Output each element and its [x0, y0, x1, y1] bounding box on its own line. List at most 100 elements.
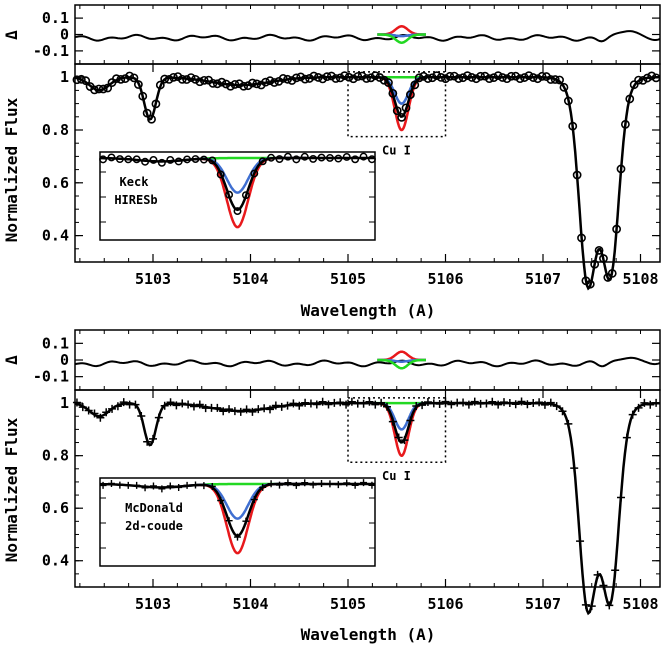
cu-line-label: Cu I — [382, 144, 411, 158]
data-point — [191, 74, 200, 84]
data-point — [617, 493, 625, 502]
x-tick-label: 5103 — [135, 595, 171, 613]
data-point — [254, 405, 263, 414]
inset-data-point — [292, 481, 300, 489]
data-point — [217, 77, 227, 87]
data-point — [620, 119, 630, 129]
delta-tick-label: 0.1 — [42, 9, 69, 27]
data-point — [112, 74, 121, 84]
inset-data-point — [99, 481, 107, 489]
inset-data-point — [276, 481, 284, 489]
inset-data-point — [141, 157, 150, 166]
delta-tick-label: 0 — [60, 26, 69, 44]
data-point — [271, 401, 280, 410]
inset-data-point — [367, 155, 376, 164]
y-axis-label-top: Normalized Flux — [2, 97, 21, 242]
data-point — [540, 400, 549, 409]
data-point — [195, 77, 205, 87]
data-point — [511, 71, 521, 81]
data-point — [628, 410, 637, 419]
inset-frame — [99, 477, 376, 567]
data-point — [537, 71, 547, 81]
data-point — [529, 399, 538, 408]
data-point — [611, 566, 620, 575]
data-point — [283, 74, 292, 84]
data-point — [295, 401, 304, 410]
data-point — [471, 74, 481, 84]
inset-data-point — [233, 207, 242, 216]
inset-data-point — [250, 496, 258, 504]
data-point — [459, 398, 468, 407]
data-point — [449, 71, 459, 81]
data-point — [427, 73, 437, 83]
x-tick-label: 5104 — [232, 270, 268, 288]
data-point — [230, 80, 240, 89]
data-point — [116, 74, 126, 84]
x-axis-label-bottom: Wavelength (A) — [301, 625, 436, 644]
y-tick-label: 0.4 — [42, 227, 69, 245]
data-point — [383, 402, 391, 411]
data-point — [379, 75, 389, 85]
data-point — [484, 74, 494, 83]
data-point — [344, 72, 354, 82]
data-point — [72, 75, 82, 85]
data-point — [572, 170, 582, 180]
data-point — [154, 413, 163, 422]
data-point — [377, 398, 386, 407]
data-point — [523, 400, 532, 409]
data-point — [559, 82, 569, 92]
data-point — [252, 79, 262, 89]
data-point — [400, 436, 409, 445]
data-point — [563, 96, 573, 106]
data-point — [289, 399, 298, 408]
data-point — [149, 434, 157, 443]
inset-data-point — [200, 482, 208, 490]
data-point — [555, 75, 564, 85]
data-point — [388, 88, 398, 98]
data-point — [577, 233, 586, 243]
inset-data-point — [360, 479, 368, 487]
inset-data-point — [351, 481, 359, 489]
inset-data-point — [115, 155, 124, 164]
data-point — [248, 407, 257, 416]
x-tick-label: 5108 — [622, 595, 658, 613]
data-point — [269, 78, 279, 87]
data-point — [612, 224, 622, 234]
inset-data-point — [183, 481, 191, 489]
inset-data-point — [259, 483, 267, 491]
data-point — [418, 401, 427, 410]
data-point — [137, 412, 146, 421]
data-point — [410, 80, 420, 90]
inset-data-point — [191, 481, 199, 489]
inset-data-point — [141, 484, 149, 492]
data-point — [221, 79, 231, 89]
data-point — [482, 399, 491, 408]
data-point — [119, 398, 128, 407]
data-point — [587, 602, 596, 611]
data-point — [283, 401, 292, 410]
inset-data-point — [317, 153, 326, 162]
data-point — [366, 73, 376, 83]
data-point — [133, 80, 143, 89]
data-point — [322, 72, 332, 82]
data-point — [558, 407, 567, 416]
data-point — [160, 74, 170, 84]
data-point — [324, 400, 333, 409]
data-point — [90, 85, 99, 95]
inset-data-point — [158, 485, 166, 493]
data-point — [489, 73, 499, 83]
data-point — [423, 74, 433, 83]
line-region-box — [347, 71, 447, 138]
data-point — [511, 400, 520, 409]
data-point — [388, 417, 397, 426]
panel-keck: 5103 5104 5105 5106 5107 5108 1 0.8 0.6 0.4 0.10-0… — [33, 4, 661, 291]
data-point — [277, 402, 286, 411]
data-point — [142, 108, 152, 118]
data-point — [515, 74, 525, 84]
inset-data-point — [368, 481, 376, 489]
data-point — [576, 537, 585, 546]
data-point — [219, 407, 228, 416]
inset-instrument-line2: HIRESb — [114, 193, 157, 207]
inset-data-point — [318, 480, 326, 488]
